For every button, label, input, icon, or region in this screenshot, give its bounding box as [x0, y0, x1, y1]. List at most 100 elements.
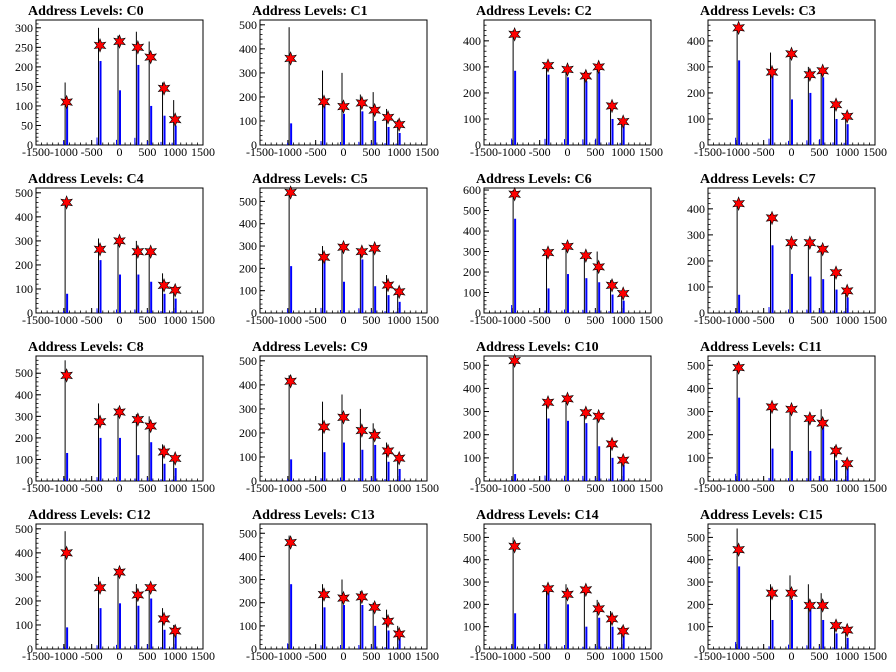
peak-marker [605, 436, 619, 452]
y-tick-label: 0 [27, 306, 33, 320]
x-tick-label: -500 [81, 649, 103, 663]
x-tick-label: 1000 [163, 145, 187, 159]
peak-marker [60, 368, 73, 383]
x-tick-label: 1000 [611, 313, 635, 327]
peak-marker [561, 391, 574, 407]
peak-marker [368, 599, 382, 615]
histogram-bar [66, 293, 69, 313]
y-tick-label: 0 [475, 474, 481, 488]
y-tick-label: 0 [251, 138, 257, 152]
histogram-bar [163, 115, 166, 145]
x-tick-label: -1000 [274, 313, 302, 327]
histogram-svg: 0 50 100 150 200 250 300 -1500 -1000 -500 0 500 1000… [15, 19, 215, 159]
y-tick-label: 500 [15, 366, 33, 380]
x-tick-label: -1000 [722, 481, 750, 495]
histogram-bar [771, 619, 774, 649]
histogram-bar [809, 276, 812, 313]
histogram-bar [290, 584, 293, 649]
x-tick-label: 0 [341, 481, 347, 495]
y-tick-label: 300 [687, 575, 705, 589]
histogram-svg: 0 100 200 300 400 500 -1500 -1000 -500 0 500 1000 15… [15, 186, 215, 327]
histogram-svg: 0 100 200 300 400 500 -1500 -1000 -500 0 500 1000 15… [463, 353, 663, 495]
chart-title: Address Levels: C9 [252, 340, 368, 355]
peak-marker [732, 196, 745, 211]
histogram-panel-c15: 0 100 200 300 400 500 -1500 -1000 -500 0 500 1000 15… [672, 504, 896, 672]
peak-marker [131, 587, 145, 603]
x-tick-label: -500 [529, 481, 551, 495]
y-tick-label: 400 [687, 34, 705, 48]
peak-marker [579, 68, 593, 84]
y-tick-label: 400 [239, 217, 257, 231]
peak-marker [541, 58, 555, 73]
peak-marker [113, 564, 126, 580]
histogram-bar [585, 626, 588, 649]
histogram-svg: 0 100 200 300 400 500 -1500 -1000 -500 0 500 1000 15… [687, 523, 887, 663]
histogram-bar [547, 74, 550, 145]
histogram-bar [119, 437, 121, 481]
y-tick-label: 100 [463, 620, 481, 634]
peak-marker [785, 401, 798, 417]
histogram-bar [585, 278, 588, 313]
x-tick-label: -1000 [722, 313, 750, 327]
x-tick-label: 1000 [611, 145, 635, 159]
histogram-bar [163, 629, 166, 649]
histogram-bar [791, 450, 793, 481]
histogram-bar [611, 118, 614, 145]
y-tick-label: 200 [15, 258, 33, 272]
peak-marker [803, 235, 817, 251]
histogram-bar [547, 288, 550, 313]
x-tick-label: 0 [565, 649, 571, 663]
histogram-bar [585, 423, 588, 481]
peak-marker [337, 239, 350, 255]
y-tick-label: 0 [251, 642, 257, 656]
x-tick-label: 1500 [639, 313, 663, 327]
y-tick-label: 400 [463, 381, 481, 395]
peak-marker [829, 443, 843, 459]
peak-marker [284, 51, 297, 66]
histogram-bar [809, 450, 812, 481]
peak-marker [765, 64, 779, 80]
histogram-bar [119, 274, 121, 313]
peak-marker [592, 408, 606, 424]
y-tick-label: 100 [463, 286, 481, 300]
histogram-bar [137, 274, 140, 313]
histogram-bar [738, 566, 741, 649]
x-tick-label: -1000 [274, 649, 302, 663]
peak-marker [541, 394, 555, 410]
x-tick-label: -1500 [694, 649, 722, 663]
x-tick-label: 500 [362, 649, 380, 663]
x-tick-label: 500 [362, 313, 380, 327]
peak-marker [381, 110, 395, 125]
x-tick-label: -1000 [274, 481, 302, 495]
x-tick-label: -1500 [22, 481, 50, 495]
x-tick-label: 1000 [611, 649, 635, 663]
peak-marker [131, 40, 145, 55]
x-tick-label: 0 [117, 145, 123, 159]
y-tick-label: 300 [239, 573, 257, 587]
histogram-bar [791, 99, 793, 145]
chart-title: Address Levels: C14 [476, 508, 599, 523]
y-tick-label: 150 [15, 79, 33, 93]
x-tick-label: 500 [362, 145, 380, 159]
x-tick-label: -1500 [470, 481, 498, 495]
x-tick-label: 500 [138, 145, 156, 159]
y-tick-label: 100 [239, 619, 257, 633]
peak-marker [284, 535, 297, 550]
peak-marker [337, 590, 350, 606]
histogram-bar [150, 105, 153, 145]
histogram-panel-c14: 0 100 200 300 400 500 -1500 -1000 -500 0 500 1000 15… [448, 504, 672, 672]
peak-marker [829, 618, 843, 633]
histogram-panel-c9: 0 100 200 300 400 500 -1500 -1000 -500 0 500 1000 15… [224, 336, 448, 504]
x-tick-label: -500 [305, 481, 327, 495]
x-tick-label: -1500 [246, 481, 274, 495]
peak-marker [93, 414, 107, 430]
histogram-bar [374, 120, 377, 145]
peak-marker [816, 241, 830, 257]
y-tick-label: 600 [463, 183, 481, 197]
x-tick-label: -1000 [498, 649, 526, 663]
x-tick-label: -500 [81, 145, 103, 159]
y-tick-label: 300 [463, 575, 481, 589]
histogram-bar [137, 64, 140, 145]
histogram-bar [822, 423, 825, 481]
histogram-bar [361, 259, 364, 313]
